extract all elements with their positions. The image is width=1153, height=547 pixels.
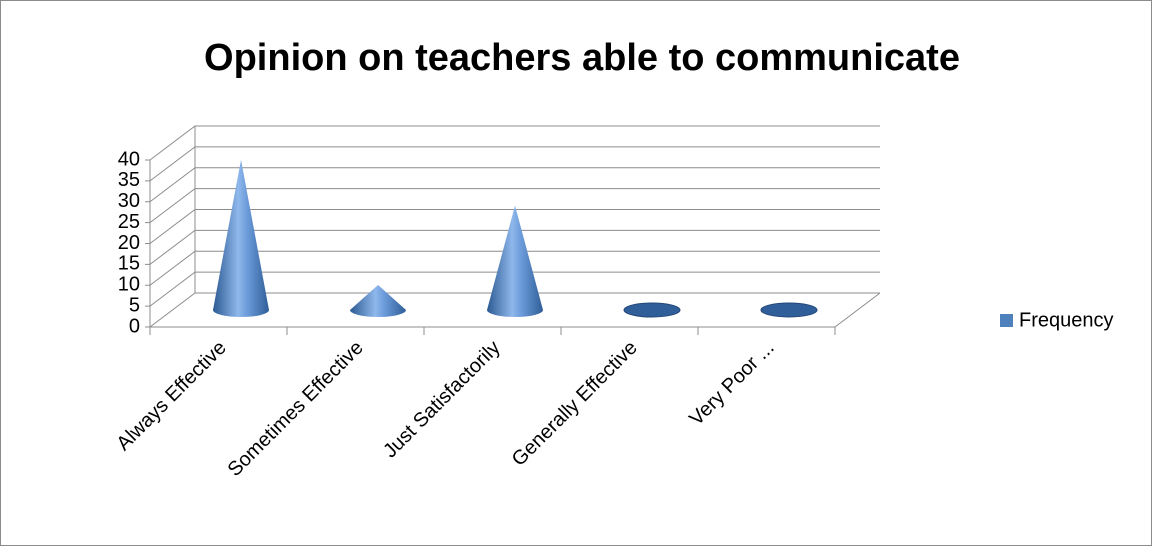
y-tick-label: 0 bbox=[129, 315, 140, 337]
grid-line bbox=[149, 167, 880, 203]
legend-label: Frequency bbox=[1019, 309, 1114, 331]
chart-title: Opinion on teachers able to communicate bbox=[204, 37, 960, 79]
cone-base bbox=[760, 302, 818, 318]
y-tick-label: 25 bbox=[118, 211, 140, 233]
grid-line bbox=[149, 292, 880, 328]
cone bbox=[350, 284, 406, 317]
y-tick-label: 5 bbox=[129, 294, 140, 316]
grid-line bbox=[149, 271, 880, 307]
grid-line bbox=[149, 188, 880, 224]
grid-line bbox=[149, 146, 880, 182]
y-tick-label: 30 bbox=[118, 190, 140, 212]
grid-line bbox=[149, 125, 880, 161]
legend-swatch bbox=[1000, 314, 1013, 327]
grid-line bbox=[149, 229, 880, 265]
cone bbox=[487, 205, 543, 317]
y-tick-label: 15 bbox=[118, 253, 140, 275]
y-tick-label: 35 bbox=[118, 169, 140, 191]
cone-base bbox=[623, 302, 681, 318]
y-tick-label: 10 bbox=[118, 274, 140, 296]
y-tick-label: 20 bbox=[118, 232, 140, 254]
grid-line bbox=[149, 209, 880, 244]
cone bbox=[213, 159, 269, 317]
grid-line bbox=[149, 250, 880, 286]
y-tick-label: 40 bbox=[118, 148, 140, 170]
